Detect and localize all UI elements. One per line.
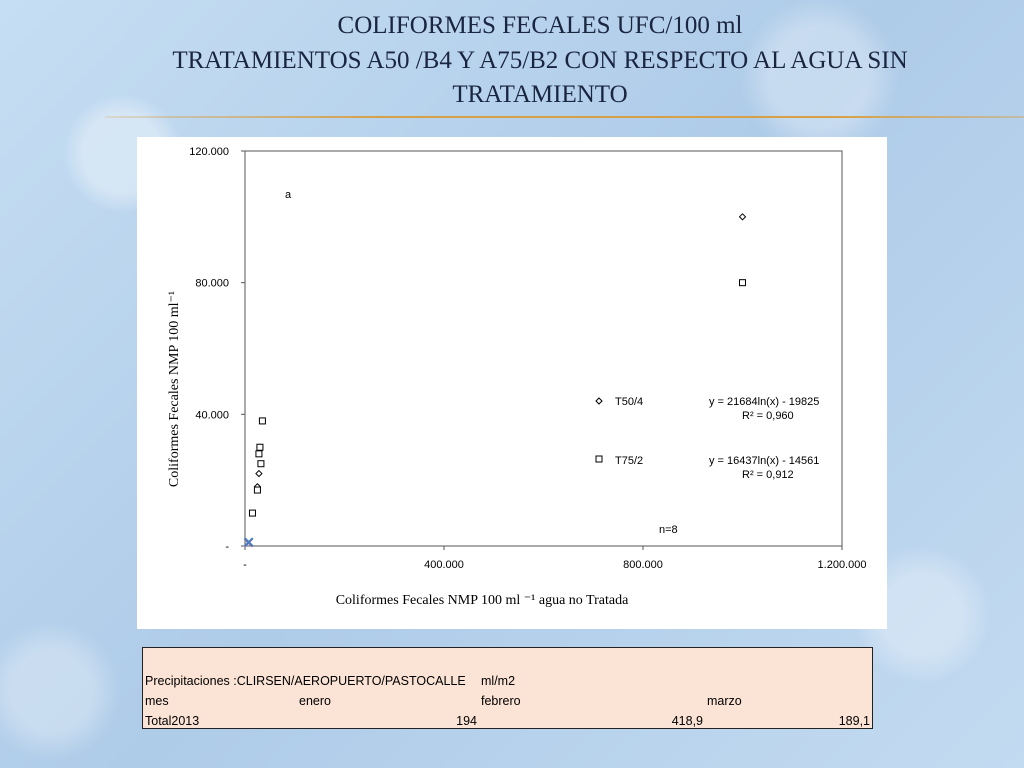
plot-area-frame bbox=[244, 150, 843, 547]
y-axis-title: Coliformes Fecales NMP 100 ml⁻¹ bbox=[167, 291, 182, 487]
x-tick-label: - bbox=[243, 559, 247, 571]
data-point-diamond bbox=[255, 469, 263, 478]
legend-label-t75: T75/2 bbox=[615, 455, 643, 467]
table-cell: febrero bbox=[481, 694, 521, 708]
title-line-1: COLIFORMES FECALES UFC/100 ml bbox=[337, 12, 743, 39]
annotation-letter: a bbox=[285, 189, 292, 201]
legend-r2-t75: R² = 0,912 bbox=[742, 469, 794, 481]
legend-eq-t75: y = 16437ln(x) - 14561 bbox=[709, 455, 819, 467]
annotation-n: n=8 bbox=[659, 524, 678, 536]
table-cell-label: Precipitaciones :CLIRSEN/AEROPUERTO/PAST… bbox=[145, 674, 466, 688]
data-point-origin bbox=[244, 537, 254, 547]
title-line-3: TRATAMIENTO bbox=[452, 81, 628, 108]
data-point-square bbox=[248, 509, 256, 517]
x-tick-label: 800.000 bbox=[623, 559, 663, 571]
chart-panel: - 400.000 800.000 1.200.000 - 40.000 80.000 120… bbox=[137, 137, 887, 629]
table-cell: 189,1 bbox=[838, 714, 870, 728]
table-cell: 194 bbox=[456, 714, 477, 728]
legend-eq-t50: y = 21684ln(x) - 19825 bbox=[709, 396, 819, 408]
table-row: Precipitaciones :CLIRSEN/AEROPUERTO/PAST… bbox=[143, 648, 873, 688]
table-cell: mes bbox=[145, 694, 169, 708]
table-cell: 418,9 bbox=[671, 714, 703, 728]
data-point-square bbox=[257, 460, 265, 468]
data-point-square bbox=[256, 443, 264, 451]
chart-svg: - 400.000 800.000 1.200.000 - 40.000 80.000 120… bbox=[167, 146, 867, 608]
data-point-diamond bbox=[738, 213, 747, 221]
title-divider bbox=[105, 116, 1024, 118]
y-tick-label: 80.000 bbox=[195, 278, 229, 290]
table-cell: enero bbox=[299, 694, 331, 708]
table-cell: Total2013 bbox=[145, 714, 200, 728]
y-tick-label: 120.000 bbox=[189, 146, 229, 158]
y-tick-label: - bbox=[225, 541, 229, 553]
table-cell: marzo bbox=[707, 694, 742, 708]
title-line-2: TRATAMIENTOS A50 /B4 Y A75/B2 CON RESPEC… bbox=[172, 47, 908, 74]
legend-marker-t50 bbox=[595, 397, 603, 405]
legend: T50/4 y = 21684ln(x) - 19825 R² = 0,960 … bbox=[595, 396, 819, 481]
table-row: mes enero febrero marzo bbox=[143, 688, 873, 708]
x-axis-title: Coliformes Fecales NMP 100 ml ⁻¹ agua no… bbox=[336, 593, 629, 608]
data-point-square bbox=[739, 279, 746, 287]
table-cell-unit: ml/m2 bbox=[481, 674, 516, 688]
precipitation-table: Precipitaciones :CLIRSEN/AEROPUERTO/PAST… bbox=[142, 647, 873, 729]
legend-marker-t75 bbox=[595, 455, 603, 463]
data-point-square bbox=[258, 417, 266, 425]
table-row: Total2013 194 418,9 189,1 bbox=[143, 708, 873, 729]
data-point-square bbox=[255, 450, 263, 458]
x-tick-label: 400.000 bbox=[424, 559, 464, 571]
x-tick-label: 1.200.000 bbox=[818, 559, 867, 571]
legend-r2-t50: R² = 0,960 bbox=[742, 410, 794, 422]
legend-label-t50: T50/4 bbox=[615, 396, 643, 408]
data-point-square bbox=[253, 486, 261, 494]
y-tick-label: 40.000 bbox=[195, 409, 229, 421]
